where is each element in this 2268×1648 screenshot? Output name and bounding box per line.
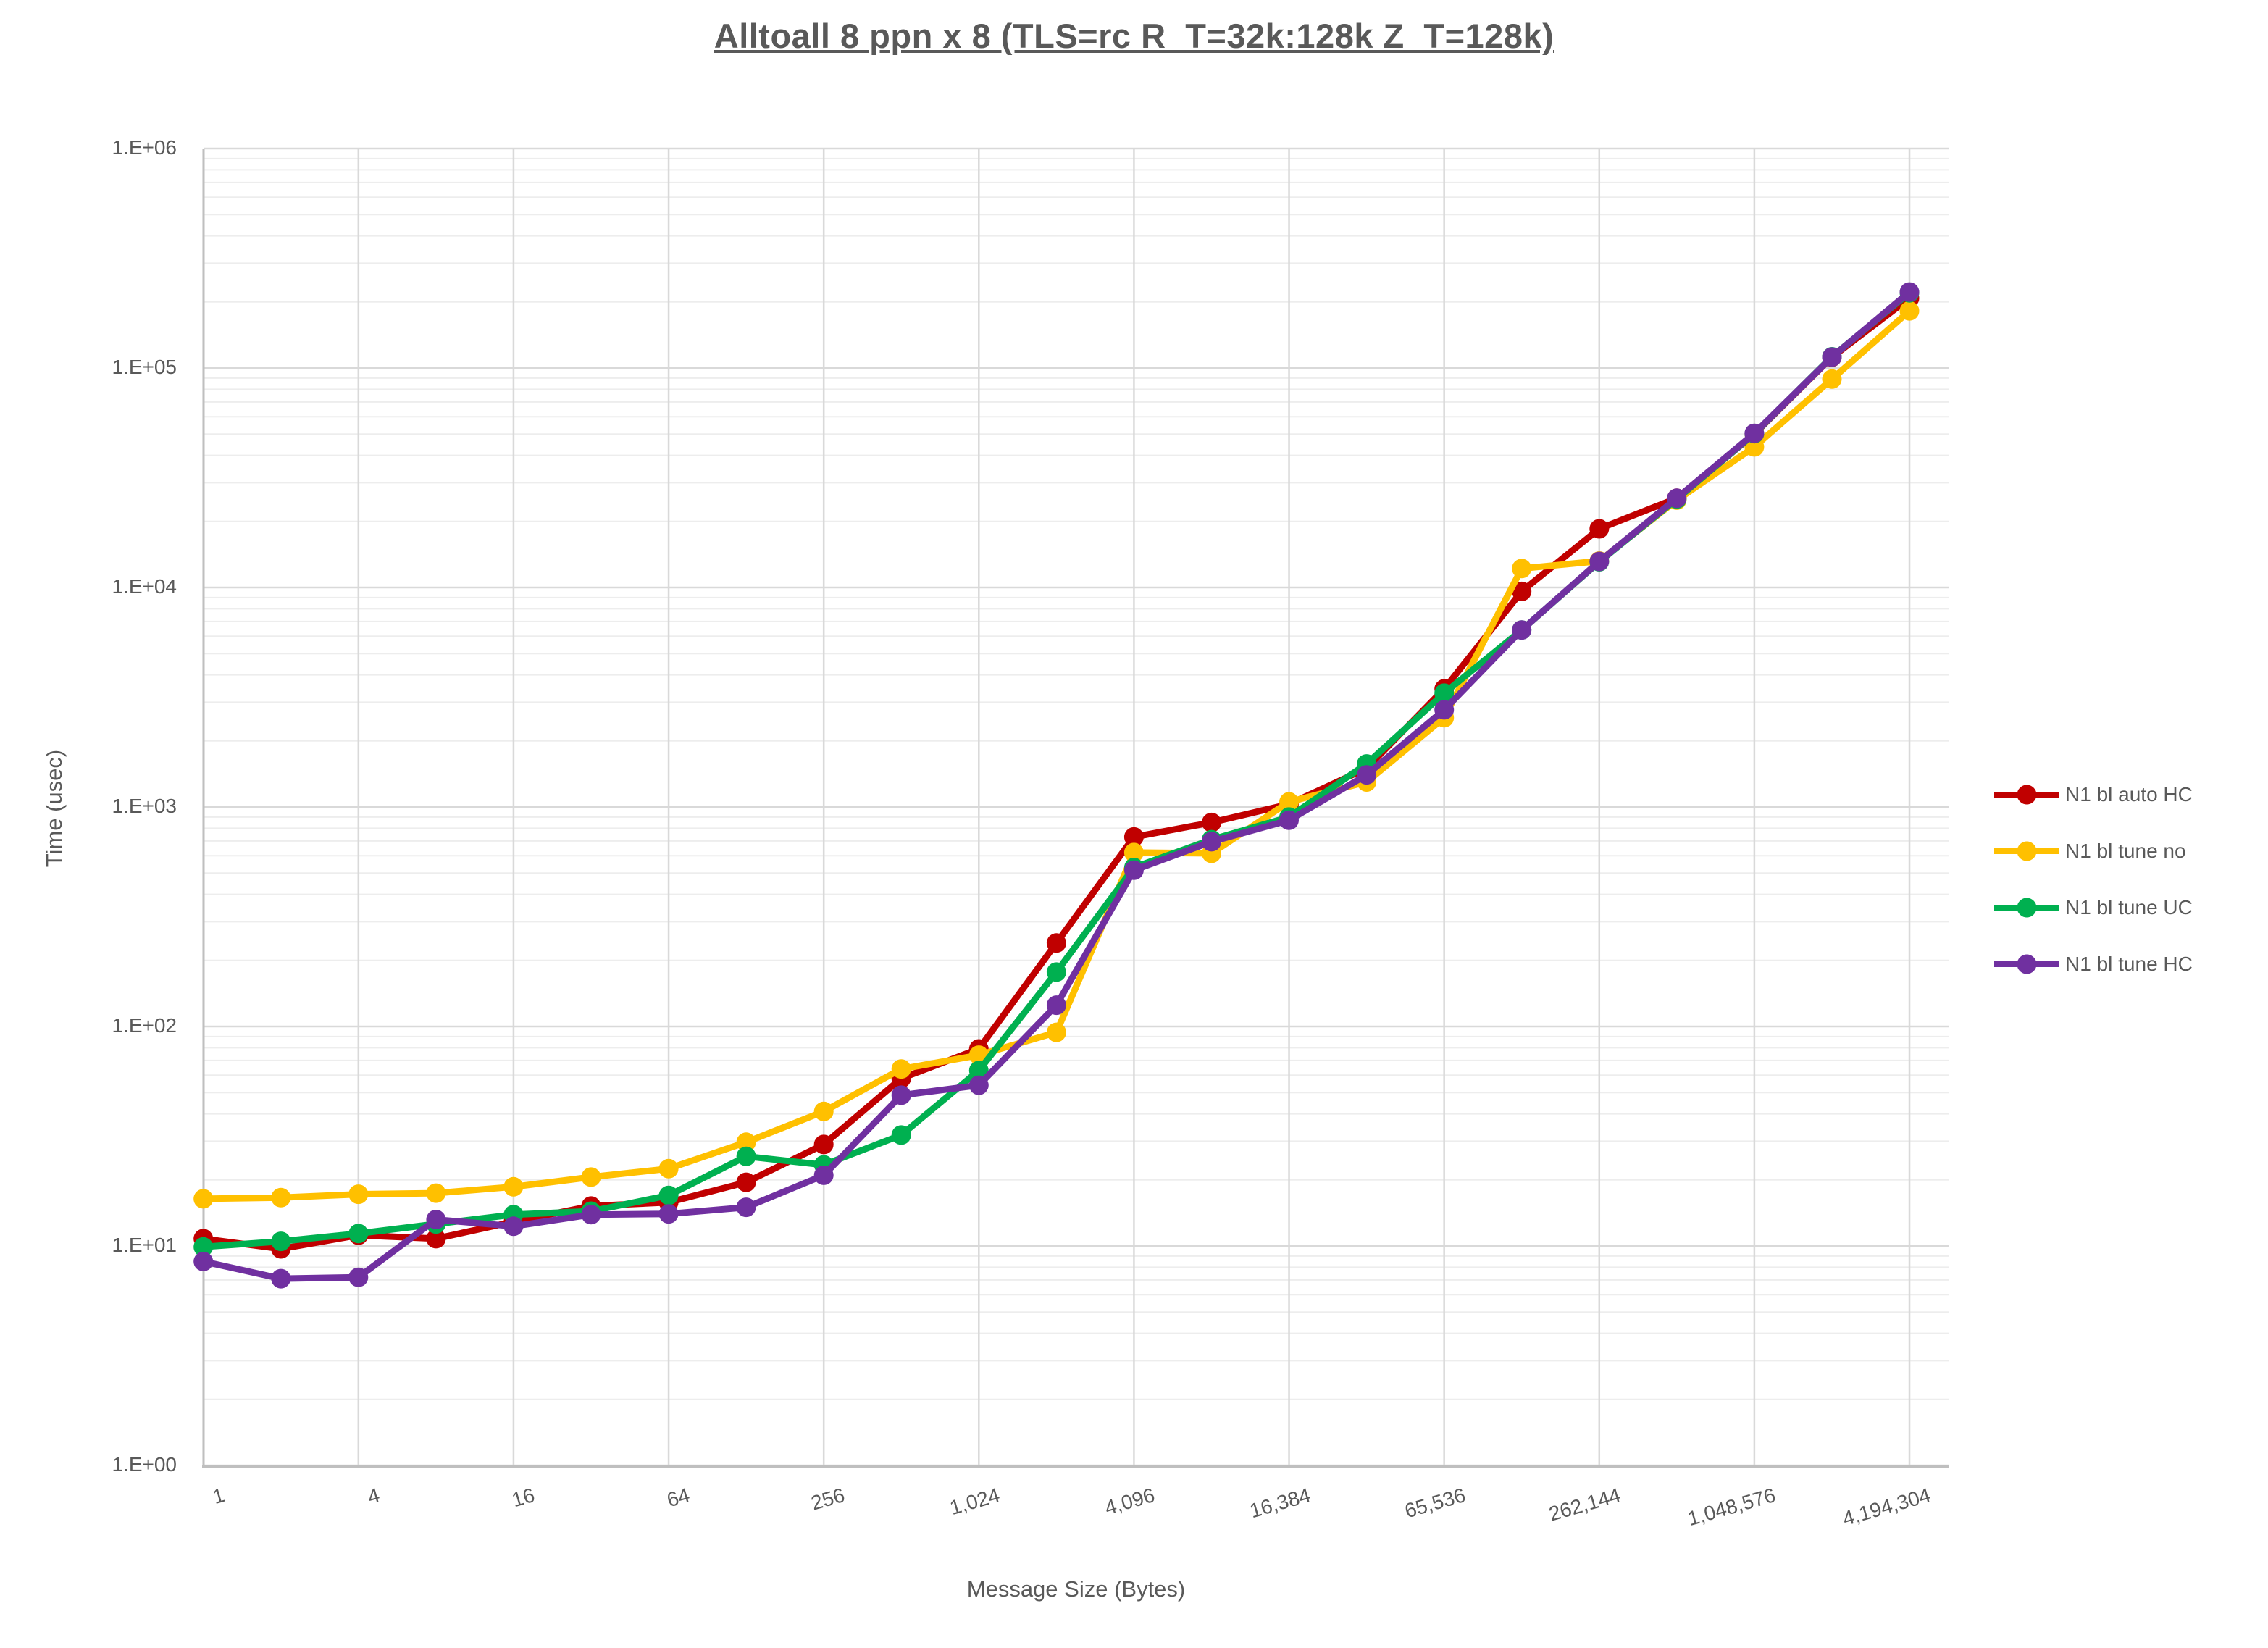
data-point-n1-bl-tune-no[interactable] bbox=[1046, 1022, 1066, 1042]
data-point-n1-bl-tune-hc[interactable] bbox=[813, 1165, 834, 1185]
y-tick-label: 1.E+01 bbox=[112, 1234, 177, 1256]
data-point-n1-bl-tune-uc[interactable] bbox=[1434, 683, 1455, 703]
legend-marker-icon bbox=[1994, 898, 2059, 918]
data-point-n1-bl-tune-no[interactable] bbox=[1123, 842, 1144, 863]
data-point-n1-bl-tune-no[interactable] bbox=[658, 1158, 679, 1179]
data-point-n1-bl-tune-hc[interactable] bbox=[891, 1085, 911, 1105]
data-point-n1-bl-auto-hc[interactable] bbox=[736, 1172, 756, 1192]
data-point-n1-bl-tune-no[interactable] bbox=[348, 1184, 369, 1205]
data-point-n1-bl-tune-hc[interactable] bbox=[1512, 620, 1532, 640]
y-tick-label: 1.E+02 bbox=[112, 1014, 177, 1037]
data-point-n1-bl-tune-uc[interactable] bbox=[271, 1231, 291, 1252]
legend-marker-icon bbox=[1994, 841, 2059, 861]
data-point-n1-bl-tune-hc[interactable] bbox=[1899, 282, 1920, 302]
data-point-n1-bl-tune-hc[interactable] bbox=[271, 1268, 291, 1289]
legend-label: N1 bl tune HC bbox=[2065, 953, 2193, 975]
data-point-n1-bl-tune-hc[interactable] bbox=[581, 1205, 601, 1225]
data-point-n1-bl-tune-no[interactable] bbox=[581, 1167, 601, 1187]
legend-item-n1-bl-auto-hc[interactable]: N1 bl auto HC bbox=[1994, 782, 2193, 807]
y-axis-title[interactable]: Time (usec) bbox=[41, 749, 67, 868]
series-line-n1-bl-auto-hc[interactable] bbox=[200, 295, 1913, 1252]
data-point-n1-bl-tune-hc[interactable] bbox=[1357, 765, 1377, 785]
legend-marker-icon bbox=[1994, 785, 2059, 805]
data-point-n1-bl-auto-hc[interactable] bbox=[1123, 827, 1144, 847]
data-point-n1-bl-tune-uc[interactable] bbox=[658, 1185, 679, 1205]
data-point-n1-bl-tune-no[interactable] bbox=[503, 1176, 524, 1197]
data-point-n1-bl-auto-hc[interactable] bbox=[813, 1134, 834, 1155]
y-tick-label: 1.E+03 bbox=[112, 795, 177, 817]
series-line-n1-bl-tune-hc[interactable] bbox=[200, 288, 1913, 1282]
legend-item-n1-bl-tune-uc[interactable]: N1 bl tune UC bbox=[1994, 895, 2193, 920]
data-point-n1-bl-tune-uc[interactable] bbox=[968, 1061, 989, 1081]
legend-label: N1 bl auto HC bbox=[2065, 783, 2193, 806]
data-point-n1-bl-auto-hc[interactable] bbox=[426, 1229, 446, 1249]
legend-label: N1 bl tune no bbox=[2065, 840, 2186, 862]
data-point-n1-bl-tune-hc[interactable] bbox=[1202, 832, 1221, 852]
data-point-n1-bl-tune-uc[interactable] bbox=[1046, 962, 1066, 982]
data-point-n1-bl-tune-hc[interactable] bbox=[1744, 423, 1765, 443]
data-point-n1-bl-tune-no[interactable] bbox=[736, 1132, 756, 1153]
x-axis-title[interactable]: Message Size (Bytes) bbox=[966, 1576, 1186, 1602]
data-point-n1-bl-tune-hc[interactable] bbox=[426, 1210, 446, 1229]
data-point-n1-bl-tune-hc[interactable] bbox=[736, 1197, 756, 1218]
data-point-n1-bl-auto-hc[interactable] bbox=[1589, 519, 1610, 539]
legend-label: N1 bl tune UC bbox=[2065, 896, 2193, 919]
data-point-n1-bl-tune-uc[interactable] bbox=[736, 1146, 756, 1166]
series-line-n1-bl-tune-uc[interactable] bbox=[200, 289, 1913, 1250]
data-point-n1-bl-tune-no[interactable] bbox=[271, 1187, 291, 1208]
data-point-n1-bl-tune-no[interactable] bbox=[891, 1059, 911, 1079]
data-point-n1-bl-tune-hc[interactable] bbox=[1434, 700, 1455, 720]
legend-item-n1-bl-tune-no[interactable]: N1 bl tune no bbox=[1994, 839, 2193, 863]
data-point-n1-bl-tune-no[interactable] bbox=[1899, 301, 1920, 321]
data-point-n1-bl-tune-no[interactable] bbox=[1279, 792, 1299, 812]
series-line-n1-bl-tune-no[interactable] bbox=[200, 307, 1913, 1202]
data-point-n1-bl-tune-hc[interactable] bbox=[1667, 488, 1687, 509]
data-point-n1-bl-auto-hc[interactable] bbox=[1512, 581, 1532, 601]
data-point-n1-bl-tune-no[interactable] bbox=[193, 1189, 214, 1209]
data-point-n1-bl-tune-hc[interactable] bbox=[658, 1204, 679, 1224]
data-point-n1-bl-tune-hc[interactable] bbox=[1589, 551, 1610, 572]
legend-marker-icon bbox=[1994, 954, 2059, 974]
data-point-n1-bl-tune-hc[interactable] bbox=[193, 1251, 214, 1271]
data-point-n1-bl-tune-no[interactable] bbox=[1822, 369, 1842, 389]
data-point-n1-bl-tune-hc[interactable] bbox=[1822, 347, 1842, 367]
data-point-n1-bl-tune-uc[interactable] bbox=[193, 1237, 214, 1257]
chart-title[interactable]: Alltoall 8 ppn x 8 (TLS=rc R_T=32k:128k … bbox=[714, 17, 1554, 55]
data-point-n1-bl-tune-hc[interactable] bbox=[1046, 995, 1066, 1016]
data-point-n1-bl-tune-uc[interactable] bbox=[348, 1224, 369, 1244]
data-point-n1-bl-tune-hc[interactable] bbox=[348, 1267, 369, 1287]
legend-item-n1-bl-tune-hc[interactable]: N1 bl tune HC bbox=[1994, 952, 2193, 976]
data-point-n1-bl-tune-uc[interactable] bbox=[891, 1125, 911, 1145]
y-tick-label: 1.E+06 bbox=[112, 136, 177, 159]
data-point-n1-bl-tune-no[interactable] bbox=[1512, 559, 1532, 579]
y-tick-label: 1.E+05 bbox=[112, 356, 177, 378]
y-tick-label: 1.E+04 bbox=[112, 575, 177, 598]
data-point-n1-bl-tune-hc[interactable] bbox=[1279, 810, 1299, 830]
data-point-n1-bl-tune-no[interactable] bbox=[813, 1101, 834, 1121]
legend[interactable]: N1 bl auto HC N1 bl tune no N1 bl tune UC N… bbox=[1994, 782, 2193, 1008]
y-tick-label: 1.E+00 bbox=[112, 1453, 177, 1476]
data-point-n1-bl-tune-hc[interactable] bbox=[968, 1075, 989, 1095]
data-point-n1-bl-tune-no[interactable] bbox=[426, 1183, 446, 1203]
data-point-n1-bl-auto-hc[interactable] bbox=[1046, 933, 1066, 953]
data-point-n1-bl-tune-hc[interactable] bbox=[1123, 860, 1144, 880]
data-point-n1-bl-auto-hc[interactable] bbox=[1202, 812, 1221, 832]
data-point-n1-bl-tune-hc[interactable] bbox=[503, 1216, 524, 1237]
